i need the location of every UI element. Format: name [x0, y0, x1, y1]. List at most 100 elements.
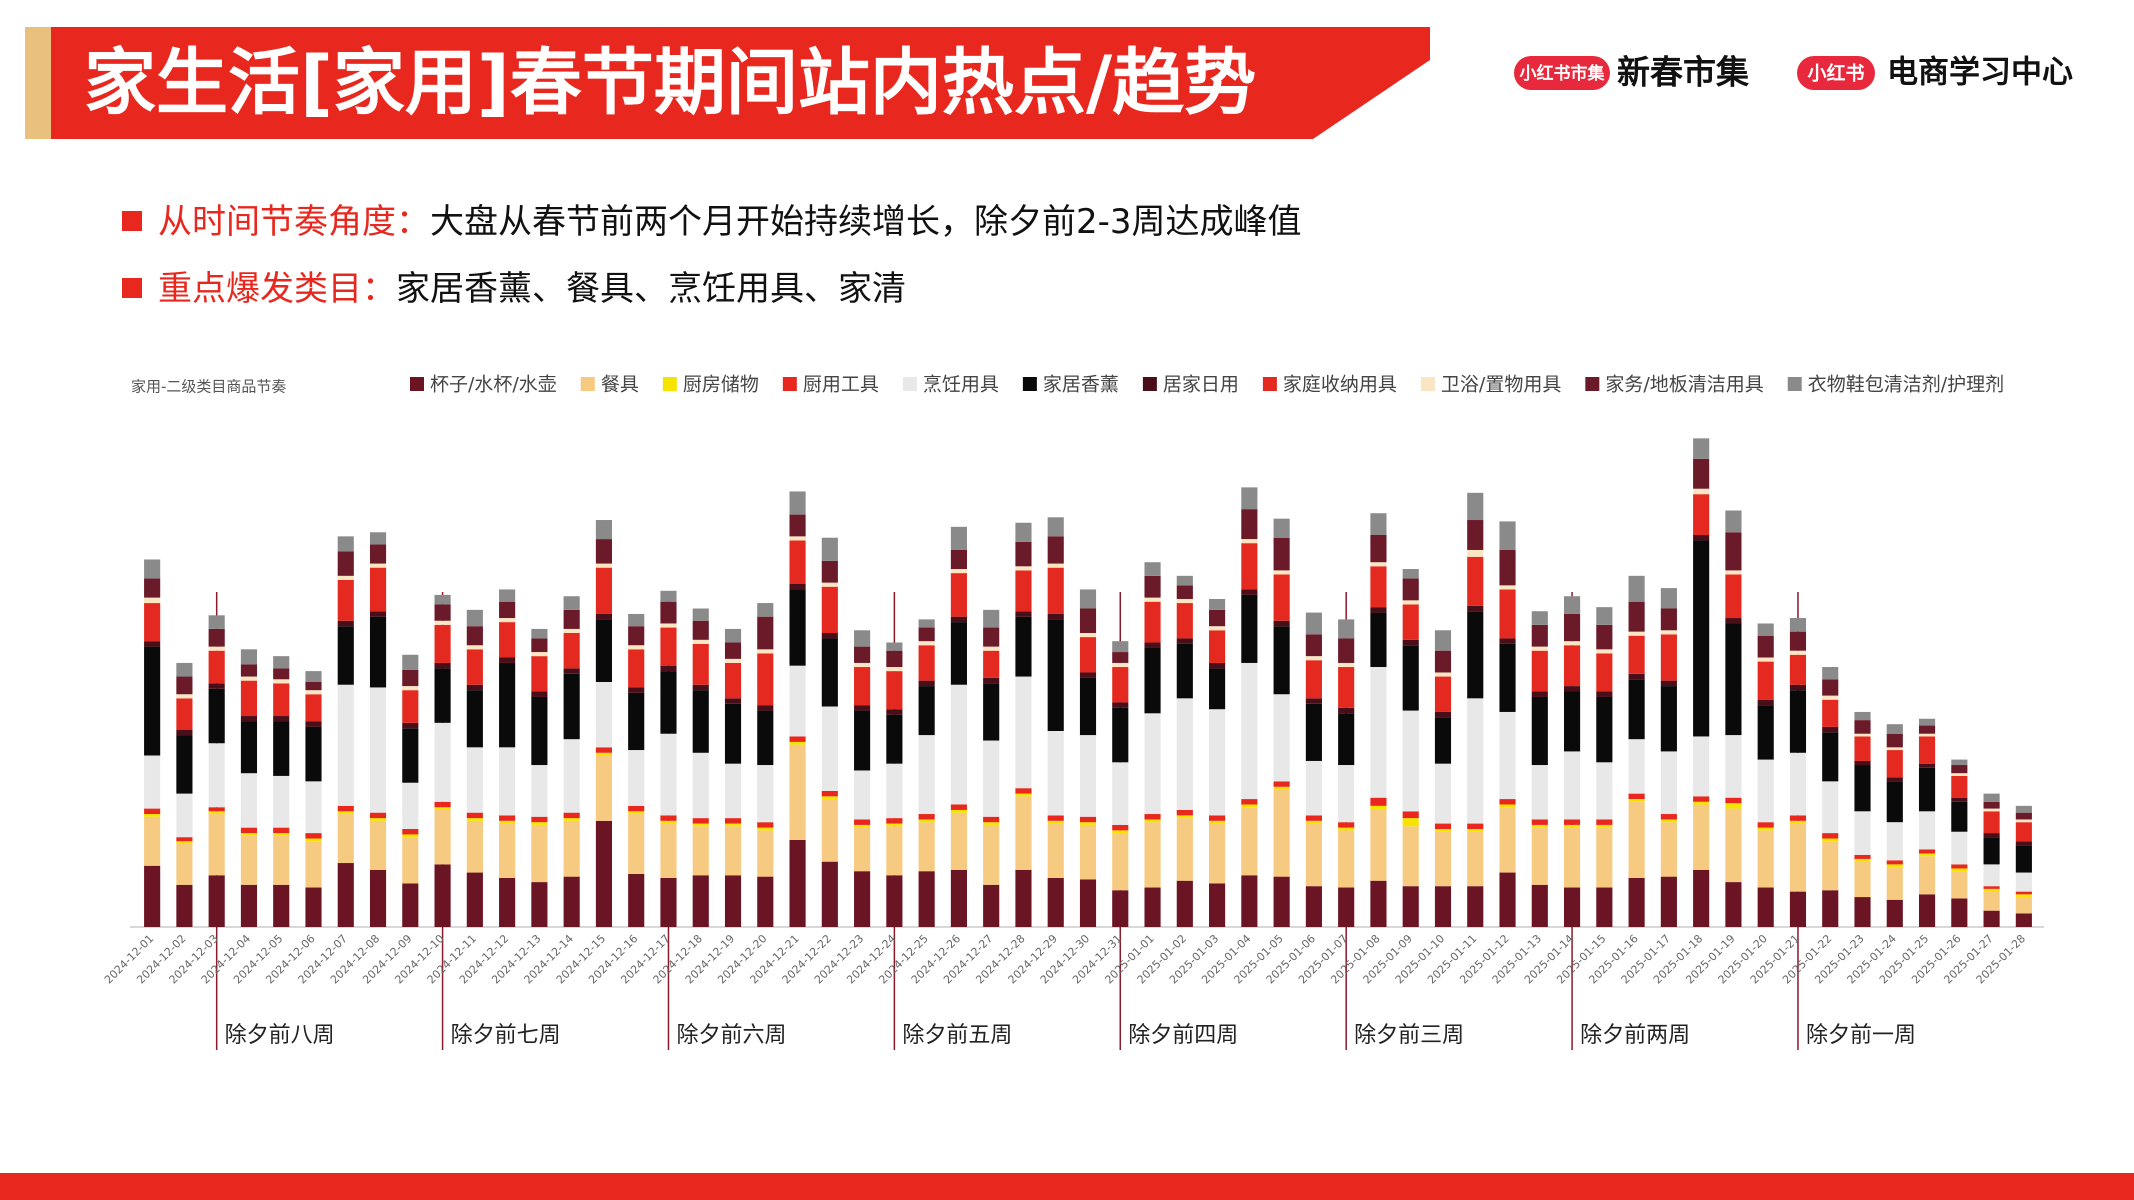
- bar-segment: [240, 716, 258, 722]
- bar-segment: [208, 646, 225, 651]
- bar-segment: [402, 686, 419, 691]
- bar-segment: [1209, 820, 1226, 824]
- legend-label: 家庭收纳用具: [1283, 374, 1397, 396]
- bar-segment: [1886, 781, 1903, 823]
- banner-accent: [25, 27, 51, 139]
- bar-segment: [1918, 856, 1936, 895]
- bar-segment: [660, 820, 677, 824]
- legend-swatch: [902, 377, 917, 391]
- bar-segment: [1209, 668, 1226, 710]
- bar-segment: [208, 650, 225, 684]
- bar-segment: [1499, 549, 1516, 586]
- bar-segment: [1918, 733, 1936, 737]
- week-label: 除夕前六周: [676, 1023, 786, 1048]
- bar-segment: [1531, 624, 1548, 647]
- bar-segment: [402, 728, 419, 783]
- bar-segment: [983, 824, 1000, 885]
- bullet-square: [122, 211, 142, 231]
- bar-segment: [144, 641, 161, 647]
- bar-segment: [273, 679, 290, 684]
- bar-segment: [1628, 635, 1645, 674]
- week-label: 除夕前三周: [1354, 1023, 1464, 1048]
- bar-segment: [724, 875, 742, 927]
- bar-segment: [1886, 747, 1903, 751]
- bar-segment: [1499, 589, 1516, 639]
- bar-segment: [1499, 521, 1516, 550]
- bar-segment: [499, 657, 516, 663]
- bar-segment: [499, 601, 516, 619]
- bar-segment: [1209, 815, 1226, 821]
- bar-segment: [1983, 888, 2000, 892]
- bar-segment: [1499, 872, 1516, 927]
- week-label: 除夕前四周: [1128, 1023, 1238, 1048]
- bar-segment: [1983, 793, 2000, 802]
- bar-segment: [1725, 808, 1742, 883]
- bar-segment: [1338, 827, 1355, 831]
- bar-segment: [531, 628, 548, 639]
- bar-segment: [724, 662, 742, 699]
- bar-segment: [1434, 831, 1452, 887]
- bar-segment: [1402, 578, 1419, 601]
- bar-segment: [1499, 585, 1516, 590]
- bar-segment: [273, 668, 290, 680]
- bar-segment: [434, 620, 451, 625]
- bar-segment: [531, 691, 548, 697]
- bar-segment: [854, 646, 871, 663]
- bar-segment: [1402, 826, 1419, 887]
- bar-segment: [1402, 710, 1419, 812]
- bar-segment: [1886, 733, 1903, 748]
- bar-segment: [1725, 882, 1742, 927]
- bar-segment: [402, 782, 419, 829]
- bar-segment: [240, 773, 258, 828]
- bar-segment: [918, 822, 935, 872]
- bar-segment: [1596, 824, 1613, 828]
- bar-segment: [1434, 711, 1452, 718]
- bar-segment: [369, 820, 387, 870]
- legend-swatch: [1262, 377, 1277, 391]
- bullet: 重点爆发类目：家居香薰、餐具、烹饪用具、家清: [158, 269, 906, 309]
- bar-segment: [1596, 696, 1613, 763]
- bar-segment: [1241, 807, 1258, 876]
- bar-segment: [337, 551, 354, 576]
- bar-segment: [1273, 789, 1290, 877]
- bar-segment: [466, 626, 483, 646]
- bar-segment: [757, 765, 774, 823]
- bar-segment: [176, 843, 193, 885]
- bar-segment: [1983, 891, 2000, 911]
- bar-segment: [1402, 645, 1419, 711]
- bar-segment: [337, 805, 354, 812]
- bar-segment: [337, 626, 354, 685]
- bar-segment: [1564, 824, 1581, 828]
- bar-segment: [1209, 823, 1226, 884]
- bar-segment: [789, 736, 806, 742]
- bar-segment: [176, 735, 193, 794]
- bar-segment: [854, 819, 871, 825]
- bar-segment: [1370, 797, 1387, 806]
- bar-segment: [466, 820, 483, 873]
- bar-segment: [499, 823, 516, 878]
- bar-segment: [692, 826, 709, 876]
- logo-text: 电商学习中心: [1887, 55, 2073, 91]
- week-label: 除夕前七周: [451, 1023, 561, 1048]
- bar-segment: [305, 781, 322, 834]
- bar-segment: [1822, 679, 1839, 696]
- bar-segment: [1854, 765, 1871, 812]
- bar-segment: [2015, 894, 2032, 898]
- bar-segment: [369, 611, 387, 617]
- bar-segment: [273, 884, 290, 927]
- bar-segment: [1596, 762, 1613, 820]
- bar-segment: [208, 811, 225, 815]
- bar-segment: [466, 684, 483, 691]
- bar-segment: [466, 609, 483, 627]
- bar-segment: [918, 735, 935, 815]
- bar-segment: [1789, 891, 1807, 927]
- bar-segment: [1370, 566, 1387, 608]
- bar-segment: [789, 744, 806, 840]
- bar-segment: [1402, 818, 1419, 827]
- bar-segment: [854, 667, 871, 706]
- bar-segment: [1531, 650, 1548, 692]
- bar-segment: [628, 805, 645, 812]
- bullet: 从时间节奏角度：大盘从春节前两个月开始持续增长，除夕前2-3周达成峰值: [158, 202, 1302, 242]
- bar-segment: [176, 729, 193, 736]
- bar-segment: [1176, 698, 1193, 810]
